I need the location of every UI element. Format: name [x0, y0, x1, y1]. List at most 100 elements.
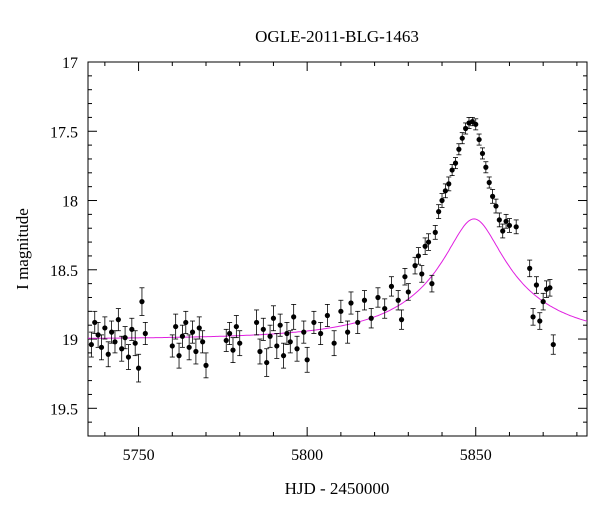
data-marker: [439, 197, 445, 204]
data-point: [257, 338, 263, 365]
data-point: [183, 310, 189, 334]
data-marker: [260, 326, 266, 332]
data-marker: [119, 346, 125, 352]
data-marker: [189, 329, 196, 335]
data-marker: [355, 319, 361, 326]
data-marker: [345, 329, 351, 335]
data-marker: [456, 146, 462, 152]
data-marker: [452, 160, 459, 166]
data-point: [361, 290, 368, 311]
data-point: [196, 316, 202, 340]
data-point: [331, 330, 337, 357]
data-point: [270, 305, 277, 332]
data-point: [237, 330, 243, 357]
data-point: [537, 312, 543, 330]
data-point: [402, 267, 408, 286]
data-point: [550, 334, 556, 355]
data-marker: [233, 323, 239, 330]
data-point: [419, 265, 425, 283]
data-point: [422, 237, 428, 255]
data-point: [122, 326, 128, 350]
data-marker: [179, 333, 186, 339]
data-marker: [486, 179, 492, 186]
data-marker: [449, 167, 455, 173]
data-point: [412, 256, 418, 275]
data-marker: [122, 335, 128, 341]
x-tick-label: 5850: [460, 447, 492, 464]
data-point: [479, 147, 486, 160]
data-point: [368, 308, 374, 329]
data-marker: [267, 333, 273, 339]
data-marker: [277, 322, 283, 328]
data-marker: [412, 263, 418, 269]
data-marker: [442, 188, 448, 194]
data-point: [132, 330, 138, 357]
data-point: [533, 276, 540, 294]
data-marker: [500, 228, 506, 234]
data-marker: [196, 325, 202, 331]
data-marker: [112, 339, 118, 345]
data-point: [493, 198, 499, 214]
data-point: [449, 164, 455, 176]
data-marker: [95, 332, 101, 338]
data-marker: [270, 315, 277, 321]
data-marker: [338, 308, 344, 314]
data-marker: [102, 325, 108, 331]
data-point: [405, 283, 411, 301]
data-point: [456, 143, 462, 156]
data-point: [274, 333, 280, 359]
data-point: [304, 346, 310, 373]
data-point: [176, 342, 182, 369]
data-point: [98, 334, 105, 361]
data-point: [223, 328, 229, 352]
data-point: [230, 337, 236, 363]
data-marker: [274, 343, 280, 349]
data-point: [452, 157, 459, 170]
data-point: [382, 298, 388, 319]
data-marker: [361, 297, 368, 303]
data-point: [398, 309, 405, 330]
data-marker: [109, 329, 115, 335]
data-point: [459, 132, 465, 145]
data-point: [200, 330, 206, 354]
data-marker: [496, 217, 502, 223]
data-marker: [129, 326, 135, 332]
data-marker: [405, 289, 411, 295]
data-point: [88, 331, 94, 358]
data-point: [530, 308, 536, 326]
data-point: [280, 342, 287, 369]
y-tick-label: 19.5: [50, 401, 78, 418]
data-marker: [169, 343, 175, 349]
data-point: [291, 304, 297, 330]
data-point: [425, 233, 432, 251]
data-point: [486, 176, 492, 189]
data-point: [506, 218, 513, 233]
y-tick-label: 17.5: [50, 124, 78, 141]
data-marker: [550, 341, 556, 348]
data-point: [355, 310, 361, 334]
y-tick-label: 18.5: [50, 263, 78, 280]
data-marker: [280, 353, 287, 359]
data-points: [88, 117, 556, 383]
data-point: [142, 322, 148, 345]
data-marker: [318, 330, 324, 337]
data-marker: [284, 330, 290, 337]
data-marker: [173, 323, 179, 330]
data-marker: [368, 315, 374, 321]
data-marker: [402, 274, 408, 280]
data-marker: [324, 312, 330, 319]
data-marker: [230, 347, 236, 353]
data-point: [446, 176, 452, 192]
data-point: [476, 133, 482, 146]
data-point: [115, 308, 121, 332]
data-marker: [203, 362, 209, 368]
data-point: [277, 313, 283, 337]
data-marker: [227, 330, 233, 337]
data-point: [102, 316, 108, 340]
y-tick-label: 18: [62, 194, 78, 211]
data-marker: [419, 271, 425, 277]
data-marker: [432, 229, 438, 235]
data-marker: [429, 281, 435, 287]
data-point: [483, 161, 489, 174]
data-marker: [183, 319, 189, 326]
